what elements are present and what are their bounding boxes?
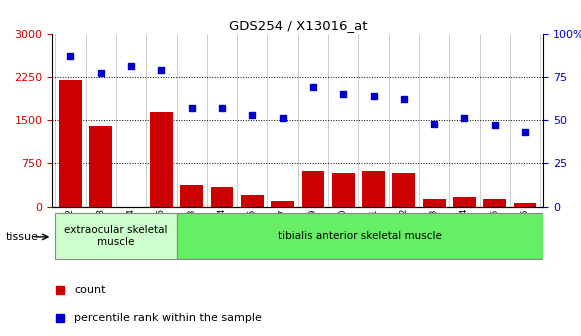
Point xyxy=(339,91,348,97)
Point xyxy=(157,67,166,73)
Point xyxy=(96,71,105,76)
Bar xyxy=(89,126,112,207)
Bar xyxy=(423,199,446,207)
Bar xyxy=(177,213,543,259)
Bar xyxy=(483,199,506,207)
Point xyxy=(309,85,318,90)
Text: count: count xyxy=(74,285,106,295)
Point xyxy=(278,116,287,121)
Bar xyxy=(211,187,234,207)
Point xyxy=(217,105,227,111)
Bar xyxy=(514,203,536,207)
Title: GDS254 / X13016_at: GDS254 / X13016_at xyxy=(228,19,367,33)
Text: tissue: tissue xyxy=(6,232,39,242)
Point xyxy=(521,130,530,135)
Bar xyxy=(332,173,354,207)
Bar xyxy=(55,213,177,259)
Point xyxy=(460,116,469,121)
Bar xyxy=(59,80,82,207)
Point xyxy=(187,105,196,111)
Text: extraocular skeletal
muscle: extraocular skeletal muscle xyxy=(64,225,168,247)
Bar xyxy=(150,112,173,207)
Text: percentile rank within the sample: percentile rank within the sample xyxy=(74,312,262,323)
Bar xyxy=(393,173,415,207)
Bar xyxy=(362,171,385,207)
Point xyxy=(369,93,378,98)
Point xyxy=(248,112,257,118)
Point xyxy=(127,64,136,69)
Point xyxy=(490,123,500,128)
Point xyxy=(429,121,439,126)
Point xyxy=(399,97,408,102)
Text: tibialis anterior skeletal muscle: tibialis anterior skeletal muscle xyxy=(278,231,442,241)
Bar xyxy=(453,198,476,207)
Bar xyxy=(302,171,324,207)
Bar xyxy=(241,195,264,207)
Bar xyxy=(271,201,294,207)
Bar xyxy=(180,185,203,207)
Point xyxy=(66,53,75,59)
